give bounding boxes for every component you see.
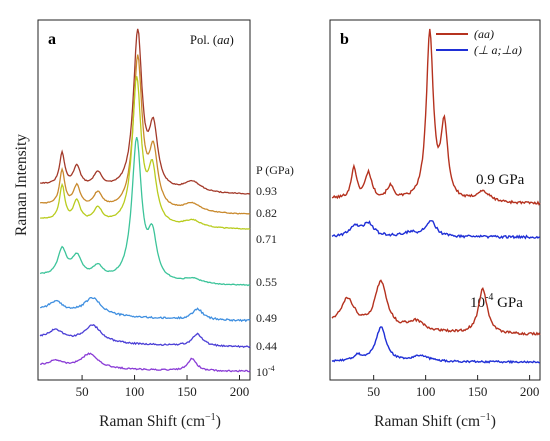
panel-a-curves	[39, 28, 251, 373]
panel-b-label-high: 0.9 GPa	[476, 172, 525, 188]
panel-a-tick-label-150: 150	[177, 384, 197, 399]
panel-a: a Pol. (aa) P (GPa) 0.93 0.82 0.71 0.55 0.49…	[37, 19, 294, 430]
panel-a-x-axis-label: Raman Shift (cm−1)	[99, 412, 221, 430]
panel-b-label-low: 10-4 GPa	[470, 292, 523, 311]
panel-b-tick-label-150: 150	[468, 384, 488, 399]
pressure-label-2: 0.82	[256, 206, 277, 220]
panel-b-letter: b	[340, 31, 349, 48]
panel-a-series-1	[40, 28, 251, 195]
panel-a-series-6	[39, 324, 251, 349]
panel-b-x-ticks: 50 100 150 200	[367, 375, 539, 399]
panel-a-series-3	[40, 76, 251, 230]
pressure-header: P (GPa)	[256, 163, 294, 177]
panel-a-frame	[37, 19, 251, 381]
legend: (aa) (⊥ a;⊥a)	[436, 27, 522, 57]
panel-b-tick-label-100: 100	[416, 384, 436, 399]
pressure-label-6: 0.44	[256, 339, 277, 353]
panel-b-series-3	[331, 279, 541, 336]
y-axis-label: Raman Intensity	[13, 134, 30, 236]
panel-b-series-2	[331, 220, 540, 240]
panel-a-x-ticks: 50 100 150 200	[76, 375, 250, 399]
panel-b-frame	[329, 19, 541, 381]
panel-a-series-5	[40, 297, 251, 323]
panel-a-tick-label-200: 200	[230, 384, 250, 399]
panel-b-x-axis-label: Raman Shift (cm−1)	[374, 412, 496, 430]
pressure-label-3: 0.71	[256, 232, 277, 246]
panel-a-series-7	[40, 352, 251, 373]
legend-aa-label: (aa)	[474, 27, 494, 41]
panel-a-series-4	[39, 137, 251, 287]
panel-a-pressure-labels: 0.93 0.82 0.71 0.55 0.49 0.44 10-4	[256, 184, 277, 379]
panel-a-letter: a	[48, 31, 56, 48]
pressure-label-7: 10-4	[256, 364, 275, 379]
legend-perp-label: (⊥ a;⊥a)	[474, 43, 522, 57]
panel-b-tick-label-50: 50	[367, 384, 380, 399]
panel-a-tick-label-50: 50	[76, 384, 89, 399]
panel-b-curves	[331, 28, 541, 364]
panel-a-polarization-label: Pol. (aa)	[190, 33, 234, 47]
panel-b-series-4	[331, 326, 540, 364]
panel-b: b (aa) (⊥ a;⊥a) 0.9 GPa 10-4 GPa 50 100 15…	[329, 19, 541, 430]
pressure-label-4: 0.55	[256, 275, 277, 289]
pressure-label-1: 0.93	[256, 184, 277, 198]
pressure-label-5: 0.49	[256, 311, 277, 325]
panel-a-tick-label-100: 100	[125, 384, 145, 399]
panel-b-series-1	[331, 28, 541, 206]
panel-b-tick-label-200: 200	[520, 384, 540, 399]
panel-a-series-2	[39, 54, 251, 215]
